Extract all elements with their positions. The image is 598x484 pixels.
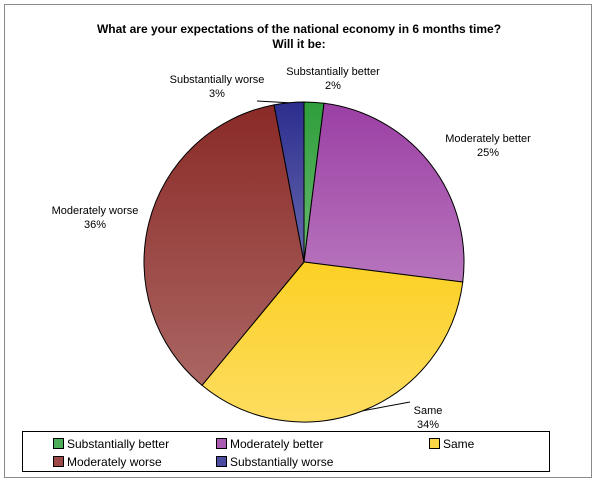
slice-labels: Substantially better 2% Moderately better 2… [52, 66, 532, 431]
pie-slice-substantially-worse [273, 101, 305, 263]
legend-swatch-same [429, 438, 440, 449]
legend-label-same: Same [443, 436, 475, 451]
legend-swatch-substantially-worse [216, 456, 227, 467]
chart-legend: Substantially better Moderately better S… [22, 431, 550, 472]
legend-label-substantially-better: Substantially better [67, 436, 170, 451]
legend-item-substantially-better: Substantially better [53, 436, 169, 451]
legend-item-substantially-worse: Substantially worse [216, 454, 333, 469]
pie-slices [143, 101, 465, 423]
pie-slice-same [201, 261, 464, 423]
slice-label-substantially-worse: Substantially worse 3% [170, 74, 265, 100]
slice-label-same: Same 34% [414, 405, 443, 431]
pie-slice-moderately-better [303, 102, 465, 283]
legend-swatch-moderately-better [216, 438, 227, 449]
slice-label-moderately-better: Moderately better 25% [445, 133, 531, 159]
leader-line-same [362, 401, 411, 412]
chart-title-line-2: Will it be: [272, 37, 326, 51]
legend-label-substantially-worse: Substantially worse [230, 454, 334, 469]
leader-lines [256, 100, 411, 412]
leader-line-substantially-worse [256, 100, 289, 104]
legend-label-moderately-worse: Moderately worse [67, 454, 162, 469]
legend-swatch-moderately-worse [53, 456, 64, 467]
legend-item-moderately-worse: Moderately worse [53, 454, 162, 469]
pie-slice-moderately-worse [143, 104, 305, 386]
legend-label-moderately-better: Moderately better [230, 436, 324, 451]
legend-swatch-substantially-better [53, 438, 64, 449]
chart-title: What are your expectations of the nation… [0, 22, 598, 52]
legend-item-same: Same [429, 436, 474, 451]
slice-label-substantially-better: Substantially better 2% [286, 66, 380, 92]
chart-title-line-1: What are your expectations of the nation… [96, 22, 502, 36]
slice-label-moderately-worse: Moderately worse 36% [52, 205, 139, 231]
legend-item-moderately-better: Moderately better [216, 436, 323, 451]
